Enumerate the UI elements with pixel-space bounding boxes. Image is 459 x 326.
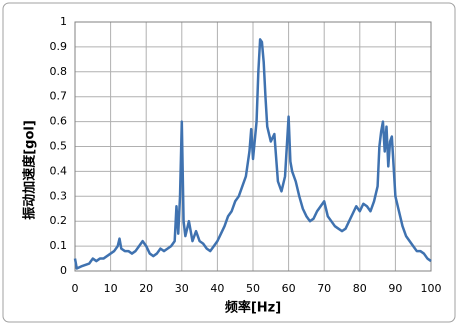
x-axis-title: 频率[Hz] — [225, 300, 281, 316]
x-tick-label: 80 — [353, 282, 367, 295]
y-tick-label: 1 — [60, 15, 67, 28]
y-tick-label: 0.3 — [50, 189, 68, 202]
x-tick-label: 0 — [72, 282, 79, 295]
x-tick-label: 50 — [246, 282, 260, 295]
x-tick-label: 60 — [282, 282, 296, 295]
y-tick-label: 0.9 — [50, 40, 68, 53]
y-tick-label: 0.1 — [50, 239, 68, 252]
y-tick-label: 0.2 — [50, 214, 68, 227]
x-tick-label: 90 — [388, 282, 402, 295]
x-tick-label: 30 — [175, 282, 189, 295]
data-line — [73, 38, 432, 270]
x-tick-label: 100 — [421, 282, 442, 295]
y-axis-title: 振动加速度[gol] — [22, 120, 38, 220]
y-tick-label: 0.5 — [50, 140, 68, 153]
x-tick-label: 70 — [317, 282, 331, 295]
chart-frame — [2, 2, 456, 323]
plot-border — [74, 21, 432, 272]
y-tick-label: 0 — [60, 264, 67, 277]
y-tick-label: 0.4 — [50, 164, 68, 177]
x-tick-label: 10 — [104, 282, 118, 295]
x-tick-label: 20 — [139, 282, 153, 295]
y-tick-label: 0.6 — [50, 115, 68, 128]
y-tick-label: 0.7 — [50, 90, 68, 103]
y-tick-label: 0.8 — [50, 65, 68, 78]
x-tick-label: 40 — [210, 282, 224, 295]
